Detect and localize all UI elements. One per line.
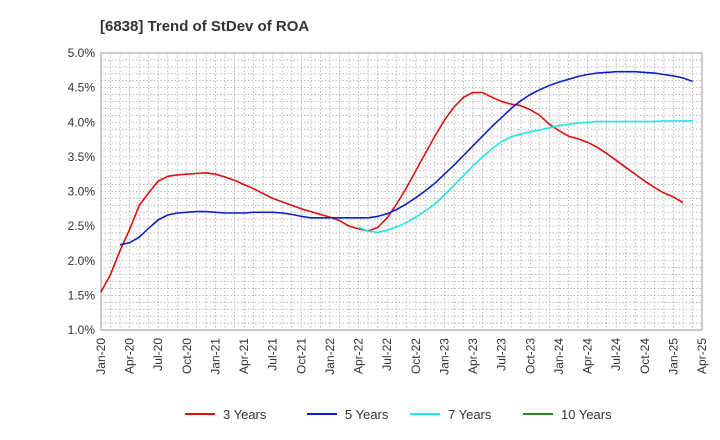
x-tick-label: Apr-20 (123, 338, 137, 374)
x-tick-label: Jan-22 (323, 338, 337, 375)
x-tick-label: Apr-24 (581, 338, 595, 374)
y-tick-label: 3.0% (68, 185, 96, 199)
y-tick-label: 4.0% (68, 115, 96, 129)
x-tick-label: Jul-20 (151, 338, 165, 371)
x-tick-label: Jan-24 (552, 338, 566, 375)
legend-label: 5 Years (345, 407, 389, 422)
x-tick-label: Jul-22 (380, 338, 394, 371)
y-tick-label: 1.0% (68, 323, 96, 337)
legend-item-7-years: 7 Years (410, 407, 492, 422)
series-lines (100, 70, 693, 293)
y-tick-label: 2.5% (68, 219, 96, 233)
legend-label: 10 Years (561, 407, 612, 422)
plot-area (100, 52, 703, 331)
x-tick-label: Apr-22 (352, 338, 366, 374)
y-tick-label: 2.0% (68, 254, 96, 268)
y-tick-label: 5.0% (68, 46, 96, 60)
x-tick-label: Jul-24 (609, 338, 623, 371)
chart-title: [6838] Trend of StDev of ROA (100, 18, 309, 35)
series-line-5-years (119, 70, 693, 246)
x-tick-label: Apr-23 (466, 338, 480, 374)
axes: 1.0% 1.5% 2.0% 2.5% 3.0% 3.5% 4.0% 4.5% 5.0% Jan-… (68, 46, 709, 375)
x-tick-label: Oct-20 (180, 338, 194, 374)
x-tick-label: Oct-23 (523, 338, 537, 374)
grid (100, 52, 703, 331)
y-tick-label: 4.5% (68, 81, 96, 95)
x-tick-label: Apr-25 (695, 338, 709, 374)
x-tick-label: Oct-21 (294, 338, 308, 374)
x-tick-label: Jan-23 (437, 338, 451, 375)
x-tick-label: Jul-23 (495, 338, 509, 371)
legend-item-5-years: 5 Years (307, 407, 389, 422)
x-tick-label: Jan-25 (666, 338, 680, 375)
x-tick-label: Apr-21 (237, 338, 251, 374)
x-tick-label: Oct-22 (409, 338, 423, 374)
y-tick-label: 3.5% (68, 150, 96, 164)
x-tick-label: Jan-20 (94, 338, 108, 375)
y-tick-label: 1.5% (68, 288, 96, 302)
x-tick-label: Jul-21 (266, 338, 280, 371)
legend-label: 7 Years (448, 407, 492, 422)
legend-item-3-years: 3 Years (185, 407, 267, 422)
series-line-7-years (358, 120, 693, 234)
legend-item-10-years: 10 Years (523, 407, 612, 422)
legend: 3 Years 5 Years 7 Years 10 Years (185, 407, 612, 422)
x-tick-label: Oct-24 (638, 338, 652, 374)
legend-label: 3 Years (223, 407, 267, 422)
x-tick-label: Jan-21 (208, 338, 222, 375)
